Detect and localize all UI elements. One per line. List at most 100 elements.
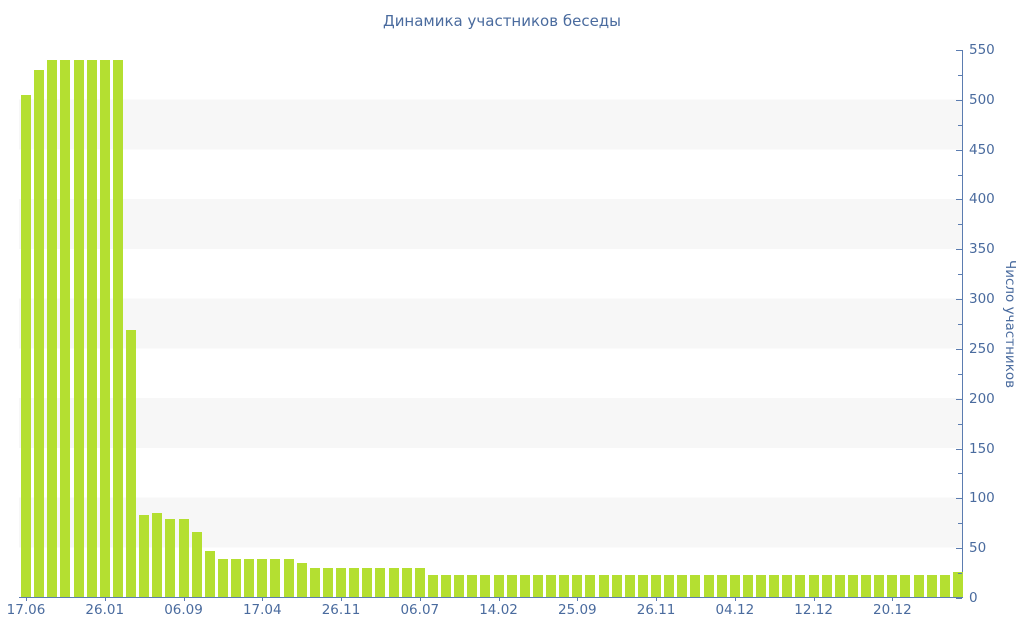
bar bbox=[480, 575, 491, 597]
bar bbox=[34, 69, 45, 597]
y-tick-label: 500 bbox=[969, 91, 995, 108]
bar bbox=[795, 575, 806, 597]
bar bbox=[887, 575, 898, 597]
y-tick-label: 550 bbox=[969, 42, 995, 58]
bar bbox=[651, 575, 662, 597]
bar bbox=[900, 575, 911, 597]
bar bbox=[191, 532, 202, 597]
bar bbox=[112, 59, 123, 597]
bar bbox=[362, 568, 373, 597]
y-axis-major-tick bbox=[956, 199, 962, 201]
x-axis-tick bbox=[183, 597, 185, 601]
bar bbox=[454, 575, 465, 597]
y-axis-major-tick bbox=[956, 498, 962, 500]
bar bbox=[559, 575, 570, 597]
bar bbox=[467, 575, 478, 597]
bar bbox=[585, 575, 596, 597]
y-axis-minor-tick bbox=[958, 274, 962, 276]
bar bbox=[322, 568, 333, 597]
bar bbox=[729, 575, 740, 597]
y-tick-label: 400 bbox=[969, 191, 995, 208]
bar bbox=[47, 59, 58, 597]
y-axis-minor-tick bbox=[958, 124, 962, 126]
chart-title: Динамика участников беседы bbox=[382, 12, 622, 30]
x-axis-tick bbox=[892, 597, 894, 601]
x-tick-label: 17.04 bbox=[242, 602, 282, 618]
y-tick-label: 450 bbox=[969, 141, 995, 158]
x-axis-tick bbox=[813, 597, 815, 601]
x-tick-label: 26.11 bbox=[321, 602, 361, 618]
bar bbox=[769, 575, 780, 597]
bar bbox=[716, 575, 727, 597]
bar bbox=[309, 568, 320, 597]
bar bbox=[231, 559, 242, 597]
y-axis-major-tick bbox=[956, 448, 962, 450]
x-axis-tick bbox=[341, 597, 343, 601]
bar bbox=[782, 575, 793, 597]
bar bbox=[60, 59, 71, 597]
y-axis-major-tick bbox=[956, 398, 962, 400]
bars-container bbox=[19, 50, 963, 597]
x-tick-label: 26.11 bbox=[636, 602, 676, 618]
bar bbox=[874, 575, 885, 597]
x-tick-label: 26.01 bbox=[85, 602, 125, 618]
y-axis-major-tick bbox=[956, 249, 962, 251]
bar bbox=[349, 568, 360, 597]
bar bbox=[506, 575, 517, 597]
y-axis-major-tick bbox=[956, 348, 962, 350]
bar bbox=[427, 575, 438, 597]
x-axis-tick bbox=[26, 597, 27, 601]
bar bbox=[21, 94, 31, 597]
y-axis-minor-tick bbox=[958, 74, 962, 76]
bar bbox=[953, 572, 963, 597]
bar bbox=[401, 568, 412, 597]
bar bbox=[152, 513, 163, 597]
x-tick-label: 14.02 bbox=[479, 602, 518, 618]
x-axis-tick bbox=[262, 597, 264, 601]
bar bbox=[414, 568, 425, 597]
bar bbox=[217, 559, 228, 597]
y-axis-minor-tick bbox=[958, 473, 962, 475]
bar bbox=[441, 575, 452, 597]
x-axis-tick bbox=[498, 597, 500, 601]
x-axis-tick bbox=[577, 597, 579, 601]
bar bbox=[139, 515, 150, 597]
bar bbox=[73, 59, 84, 597]
y-axis-major-tick bbox=[956, 99, 962, 101]
bar bbox=[204, 551, 215, 597]
bar bbox=[270, 559, 281, 597]
y-axis-minor-tick bbox=[958, 224, 962, 226]
y-tick-label: 200 bbox=[969, 390, 995, 407]
bar bbox=[572, 575, 583, 597]
bar bbox=[493, 575, 504, 597]
y-axis-minor-tick bbox=[958, 423, 962, 425]
x-axis-tick bbox=[734, 597, 736, 601]
bar bbox=[296, 563, 307, 597]
bar bbox=[624, 575, 635, 597]
bar bbox=[546, 575, 557, 597]
bar bbox=[742, 575, 753, 597]
bar bbox=[861, 575, 872, 597]
bar bbox=[165, 519, 176, 597]
y-tick-label: 100 bbox=[969, 490, 995, 507]
bar bbox=[834, 575, 845, 597]
y-axis-minor-tick bbox=[958, 373, 962, 375]
bar bbox=[532, 575, 543, 597]
bar bbox=[756, 575, 767, 597]
bar bbox=[808, 575, 819, 597]
bar bbox=[677, 575, 688, 597]
y-tick-label: 350 bbox=[969, 241, 995, 258]
x-tick-label: 25.09 bbox=[557, 602, 597, 618]
x-axis-tick bbox=[656, 597, 658, 601]
plot-area: 17.06 26.01 06.09 17.04 26.11 06.07 14.02 25.09… bbox=[7, 42, 995, 618]
bar bbox=[244, 559, 255, 597]
bar bbox=[126, 330, 136, 597]
bar bbox=[664, 575, 675, 597]
bar bbox=[336, 568, 347, 597]
y-axis-title: Число участников bbox=[1002, 259, 1018, 389]
bar bbox=[86, 59, 97, 597]
bar bbox=[283, 559, 294, 597]
y-tick-label: 250 bbox=[969, 340, 995, 357]
x-axis-tick bbox=[104, 597, 106, 601]
